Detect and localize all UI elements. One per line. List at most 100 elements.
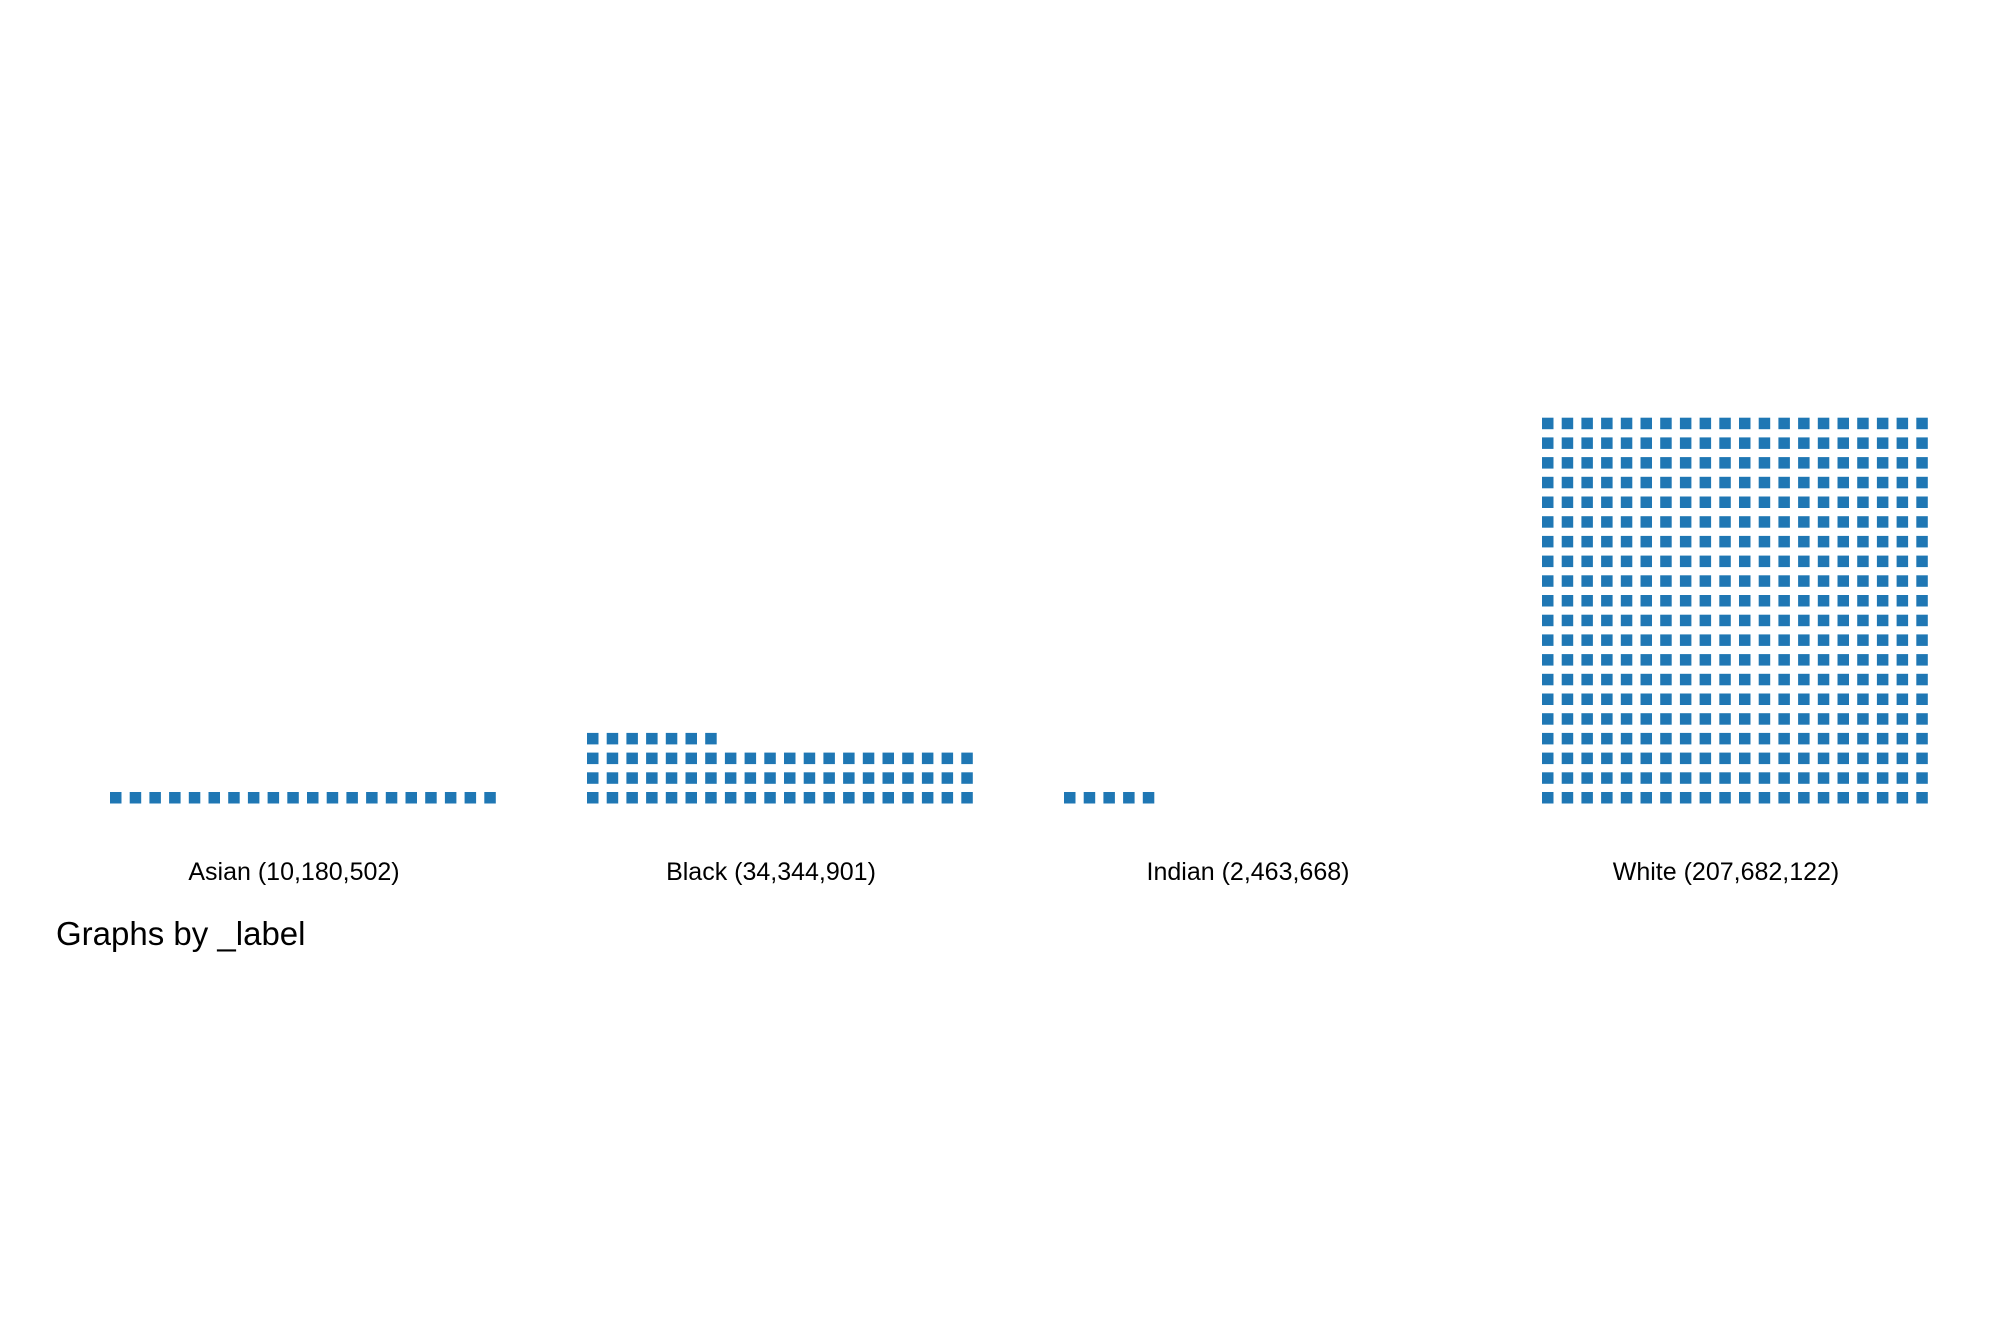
waffle-square-white — [1660, 772, 1672, 784]
waffle-square-white — [1640, 614, 1652, 627]
waffle-square-white — [1601, 654, 1613, 666]
waffle-square-white — [1561, 417, 1574, 430]
waffle-square-white — [1778, 437, 1790, 449]
waffle-square-asian — [267, 792, 280, 804]
waffle-square-white — [1837, 535, 1849, 548]
waffle-square-black — [685, 732, 697, 745]
waffle-square-asian — [405, 792, 417, 804]
waffle-square-white — [1581, 535, 1593, 548]
waffle-square-white — [1798, 417, 1810, 430]
waffle-square-white — [1699, 752, 1712, 765]
waffle-square-white — [1916, 496, 1928, 508]
waffle-square-white — [1679, 476, 1692, 489]
graphs-by-note: Graphs by _label — [56, 915, 305, 952]
waffle-square-black — [685, 752, 697, 765]
waffle-square-white — [1561, 752, 1574, 765]
waffle-square-white — [1581, 792, 1593, 804]
waffle-square-black — [665, 752, 678, 765]
waffle-square-white — [1798, 496, 1810, 508]
waffle-square-black — [843, 792, 855, 804]
waffle-square-white — [1719, 476, 1731, 489]
waffle-square-white — [1739, 437, 1751, 449]
waffle-square-white — [1542, 595, 1554, 607]
waffle-square-white — [1798, 575, 1810, 587]
waffle-square-white — [1601, 535, 1613, 548]
waffle-square-white — [1857, 575, 1869, 587]
waffle-square-white — [1857, 437, 1869, 449]
waffle-square-white — [1778, 555, 1790, 568]
waffle-square-white — [1876, 555, 1889, 568]
waffle-square-asian — [464, 792, 477, 804]
waffle-square-black — [803, 792, 816, 804]
waffle-square-white — [1581, 575, 1593, 587]
waffle-square-white — [1640, 457, 1652, 469]
waffle-square-black — [646, 792, 658, 804]
waffle-square-white — [1758, 555, 1771, 568]
waffle-square-white — [1916, 673, 1928, 686]
waffle-square-black — [941, 772, 954, 784]
waffle-square-indian — [1064, 792, 1076, 804]
waffle-square-white — [1561, 437, 1574, 449]
waffle-square-white — [1679, 693, 1692, 705]
waffle-square-white — [1837, 654, 1849, 666]
waffle-square-black — [764, 772, 776, 784]
waffle-square-white — [1699, 634, 1712, 646]
waffle-panels — [110, 417, 1928, 804]
waffle-square-white — [1798, 595, 1810, 607]
waffle-square-asian — [484, 792, 496, 804]
waffle-square-white — [1837, 673, 1849, 686]
waffle-square-white — [1581, 732, 1593, 745]
waffle-square-white — [1837, 595, 1849, 607]
waffle-square-black — [646, 752, 658, 765]
waffle-square-asian — [129, 792, 142, 804]
waffle-square-white — [1876, 417, 1889, 430]
waffle-square-white — [1640, 792, 1652, 804]
waffle-square-asian — [346, 792, 358, 804]
waffle-square-white — [1817, 535, 1830, 548]
waffle-square-white — [1798, 614, 1810, 627]
waffle-square-white — [1817, 614, 1830, 627]
waffle-square-white — [1837, 752, 1849, 765]
waffle-square-white — [1719, 654, 1731, 666]
waffle-square-white — [1876, 535, 1889, 548]
waffle-square-white — [1679, 496, 1692, 508]
waffle-square-white — [1817, 555, 1830, 568]
waffle-square-white — [1876, 496, 1889, 508]
waffle-square-white — [1758, 752, 1771, 765]
waffle-square-white — [1778, 496, 1790, 508]
waffle-square-white — [1699, 496, 1712, 508]
waffle-square-white — [1739, 614, 1751, 627]
waffle-square-asian — [247, 792, 260, 804]
waffle-square-white — [1739, 496, 1751, 508]
waffle-square-white — [1758, 732, 1771, 745]
waffle-square-white — [1896, 535, 1909, 548]
waffle-square-white — [1620, 654, 1633, 666]
waffle-square-white — [1837, 634, 1849, 646]
waffle-square-white — [1758, 575, 1771, 587]
waffle-square-black — [941, 792, 954, 804]
waffle-square-white — [1581, 614, 1593, 627]
waffle-square-white — [1542, 654, 1554, 666]
waffle-square-white — [1640, 516, 1652, 528]
waffle-square-white — [1916, 752, 1928, 765]
waffle-square-white — [1601, 673, 1613, 686]
waffle-square-white — [1542, 732, 1554, 745]
waffle-square-white — [1758, 654, 1771, 666]
waffle-square-white — [1876, 713, 1889, 725]
waffle-square-white — [1699, 614, 1712, 627]
waffle-square-asian — [228, 792, 240, 804]
waffle-square-black — [665, 772, 678, 784]
waffle-square-white — [1561, 457, 1574, 469]
waffle-square-white — [1896, 437, 1909, 449]
waffle-square-asian — [110, 792, 122, 804]
waffle-square-white — [1837, 713, 1849, 725]
waffle-square-white — [1739, 792, 1751, 804]
waffle-square-white — [1581, 713, 1593, 725]
waffle-square-black — [744, 752, 757, 765]
waffle-square-black — [626, 792, 638, 804]
waffle-square-white — [1739, 713, 1751, 725]
waffle-square-white — [1758, 595, 1771, 607]
waffle-square-black — [902, 792, 914, 804]
waffle-square-white — [1857, 595, 1869, 607]
waffle-square-white — [1660, 476, 1672, 489]
